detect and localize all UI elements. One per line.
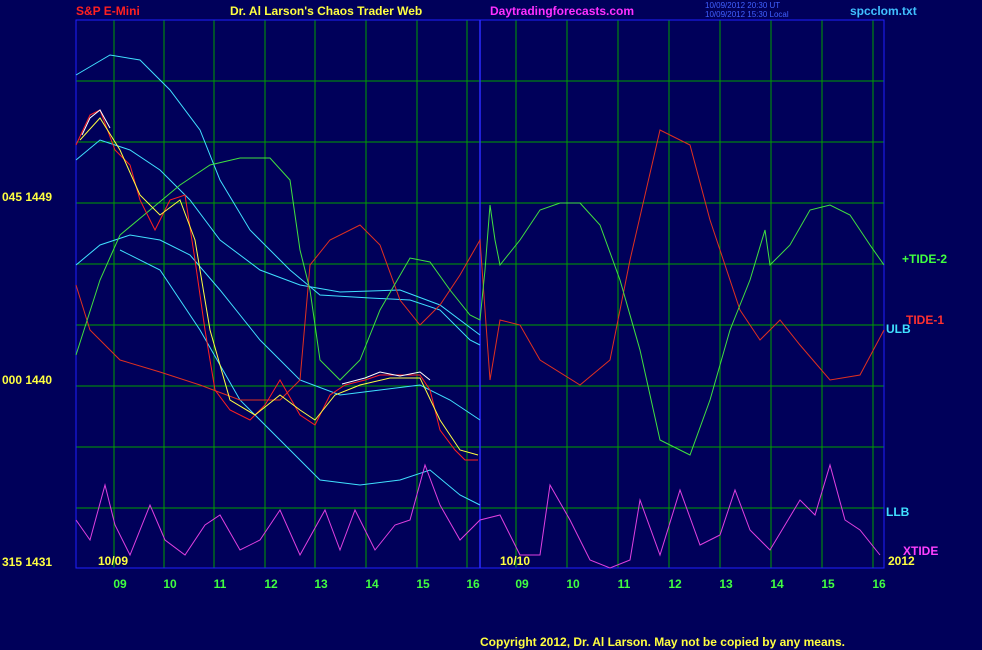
timestamp-local: 10/09/2012 15:30 Local	[705, 10, 789, 19]
hour-label: 11	[214, 577, 227, 591]
date-label: 10/10	[500, 554, 530, 568]
hour-label: 11	[618, 577, 631, 591]
hour-label: 16	[872, 577, 886, 591]
hour-label: 09	[515, 577, 529, 591]
title: Dr. Al Larson's Chaos Trader Web	[230, 4, 422, 18]
lower-band	[119, 249, 481, 506]
price-label: 000 1440	[2, 373, 52, 387]
price-bars-up	[81, 109, 111, 136]
site: Daytradingforecasts.com	[490, 4, 634, 18]
price-label: 315 1431	[2, 555, 52, 569]
hour-label: 14	[770, 577, 784, 591]
mid-band-2	[75, 234, 481, 421]
date-label: 10/09	[98, 554, 128, 568]
price-label: 045 1449	[2, 190, 52, 204]
xtide-line	[75, 463, 881, 569]
moving-average	[79, 117, 479, 456]
hour-label: 16	[466, 577, 480, 591]
file-name: spcclom.txt	[850, 4, 917, 18]
copyright: Copyright 2012, Dr. Al Larson. May not b…	[480, 635, 845, 649]
tide-2-label: +TIDE-2	[902, 252, 947, 266]
hour-label: 12	[668, 577, 682, 591]
date-label: 2012	[888, 554, 915, 568]
timestamp-ut: 10/09/2012 20:30 UT	[705, 1, 780, 10]
llb-label: LLB	[886, 505, 910, 519]
price-bars-up-2	[341, 371, 431, 385]
hour-label: 10	[566, 577, 580, 591]
hour-label: 13	[314, 577, 328, 591]
mid-band	[75, 139, 481, 336]
hour-label: 15	[416, 577, 430, 591]
tide-1-line	[75, 129, 885, 401]
tide-2-line	[75, 157, 885, 456]
hour-label: 15	[821, 577, 835, 591]
ulb-label: ULB	[886, 322, 911, 336]
hour-label: 09	[113, 577, 127, 591]
hour-label: 13	[719, 577, 733, 591]
xtide-label: XTIDE	[903, 544, 938, 558]
hour-label: 10	[163, 577, 177, 591]
hour-label: 14	[365, 577, 379, 591]
hour-label: 12	[264, 577, 278, 591]
symbol: S&P E-Mini	[76, 4, 140, 18]
tide-1-label: TIDE-1	[906, 313, 944, 327]
upper-band	[75, 54, 481, 346]
grid	[76, 20, 884, 568]
